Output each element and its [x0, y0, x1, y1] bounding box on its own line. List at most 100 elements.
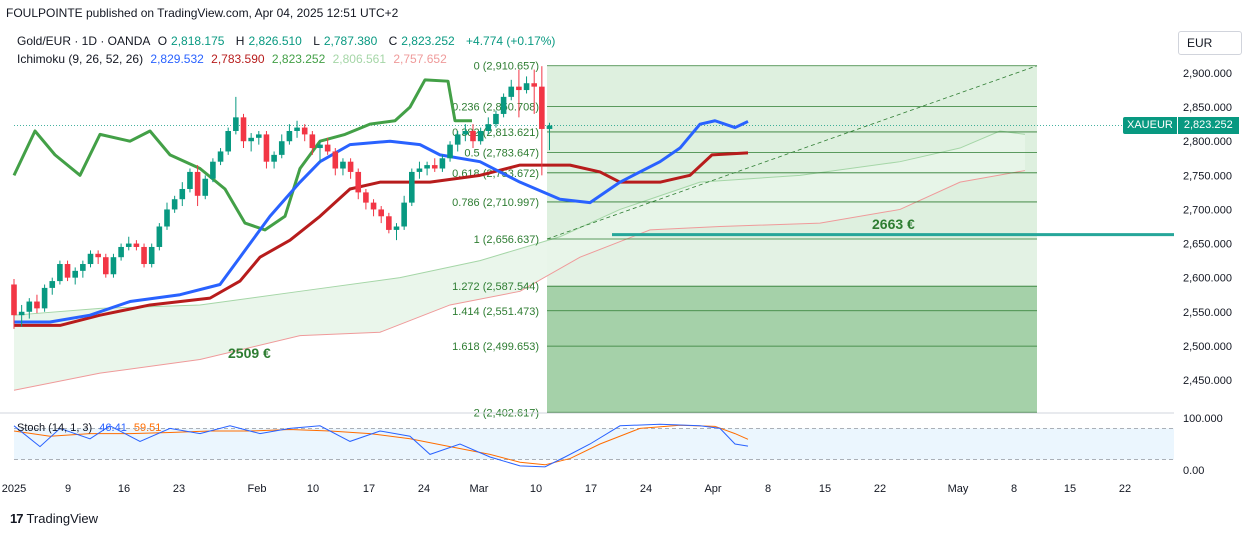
candle-body — [485, 124, 492, 131]
candle-body — [179, 188, 186, 200]
high-label: H — [235, 34, 245, 48]
candle-body — [355, 171, 362, 193]
ichimoku-label: Ichimoku (9, 26, 52, 26) — [17, 52, 144, 66]
candle-body — [57, 264, 63, 282]
candle-body — [539, 86, 545, 129]
candle-body — [248, 137, 254, 142]
low-label: L — [313, 34, 320, 48]
publisher-header: FOULPOINTE published on TradingView.com,… — [6, 6, 399, 20]
stoch-tick-label: 0.00 — [1183, 465, 1204, 477]
y-tick-label: 2,500.000 — [1183, 341, 1232, 353]
fib-levels: 0 (2,910.657) 0.236 (2,850.708) 0.382 (2,8… — [14, 61, 1174, 419]
candle-body — [324, 144, 331, 152]
candle-body — [164, 209, 170, 227]
y-tick-label: 2,900.000 — [1183, 68, 1232, 80]
stoch-d-value: 59.51 — [133, 422, 162, 434]
candle-body — [523, 83, 530, 91]
currency-button[interactable]: EUR — [1178, 31, 1242, 55]
candle-body — [317, 144, 323, 149]
stoch-legend[interactable]: Stoch (14, 1, 3) 46.41 59.51 — [17, 422, 165, 434]
ichimoku-spanA-value: 2,806.561 — [332, 52, 387, 66]
fib-label: 1.618 (2,499.653) — [452, 341, 539, 353]
fib-zone-mid — [547, 239, 1037, 287]
x-tick-label: May — [948, 483, 969, 495]
x-tick-label: 2025 — [2, 483, 26, 495]
candle-body — [110, 257, 117, 275]
candle-body — [347, 161, 354, 172]
candle-body — [546, 125, 553, 129]
candle-body — [439, 158, 446, 169]
candle-body — [301, 127, 308, 135]
x-axis: 2025 9 16 23 Feb 10 17 24 Mar 10 17 24 Apr 8 15 22 May 8 1… — [2, 483, 1131, 495]
fib-label: 1 (2,656.637) — [474, 234, 539, 246]
y-tick-label: 2,850.000 — [1183, 102, 1232, 114]
candle-body — [64, 264, 71, 278]
fib-label: 0.382 (2,813.621) — [452, 127, 539, 139]
tradingview-logo[interactable]: 17 TradingView — [10, 511, 98, 526]
candle-body — [95, 253, 101, 258]
high-value: 2,826.510 — [248, 34, 302, 48]
candle-body — [393, 226, 400, 230]
candle-body — [294, 127, 300, 131]
x-tick-label: 22 — [1119, 483, 1131, 495]
candle-body — [477, 130, 484, 142]
candle-body — [470, 130, 476, 142]
kijun-sen — [14, 151, 749, 327]
candle-body — [256, 134, 262, 138]
symbol-legend: Gold/EUR · 1D · OANDA O 2,818.175 H 2,826.… — [17, 34, 559, 48]
y-tick-label: 2,600.000 — [1183, 273, 1232, 285]
candle-body — [26, 301, 33, 312]
change-value: +4.774 (+0.17%) — [466, 34, 556, 48]
x-tick-label: Apr — [704, 483, 721, 495]
x-tick-label: 23 — [173, 483, 185, 495]
y-tick-label: 2,450.000 — [1183, 375, 1232, 387]
ichimoku-legend[interactable]: Ichimoku (9, 26, 52, 26) 2,829.532 2,783… — [17, 52, 451, 66]
x-tick-label: 24 — [418, 483, 430, 495]
ichimoku-cloud — [13, 130, 1026, 391]
candle-body — [171, 199, 178, 210]
candle-body — [141, 246, 147, 265]
candle-body — [516, 86, 522, 91]
y-axis: 2,900.000 2,850.000 2,800.000 2,750.000 2,70… — [1183, 68, 1232, 387]
close-label: C — [388, 34, 398, 48]
candle-body — [278, 141, 285, 155]
candle-body — [500, 96, 507, 114]
candle-body — [156, 226, 163, 247]
fib-label: 0 (2,910.657) — [474, 61, 539, 73]
x-tick-label: 17 — [585, 483, 597, 495]
candle-body — [148, 246, 155, 265]
x-tick-label: 17 — [363, 483, 375, 495]
candle-body — [508, 86, 515, 97]
fib-zone-lower — [547, 286, 1037, 413]
x-tick-label: 8 — [765, 483, 771, 495]
candle-body — [49, 281, 56, 288]
tenkan-sen — [14, 119, 749, 324]
candle-body — [332, 151, 339, 169]
open-label: O — [157, 34, 168, 48]
candle-body — [431, 165, 438, 169]
candle-body — [462, 130, 469, 135]
fib-zone-upper — [547, 65, 1037, 240]
candle-body — [240, 117, 247, 142]
ichimoku-kijun-value: 2,783.590 — [211, 52, 265, 66]
candle-body — [454, 134, 461, 145]
candle-body — [416, 168, 423, 172]
stoch-pane: 100.000 0.00 — [0, 412, 1223, 477]
candle-body — [18, 311, 25, 316]
candle-body — [72, 270, 78, 278]
stoch-band — [14, 428, 1174, 460]
x-tick-label: 10 — [307, 483, 319, 495]
fib-label: 0.5 (2,783.647) — [464, 147, 539, 159]
price-tag-value: 2,823.252 — [1177, 117, 1239, 134]
candle-body — [225, 130, 231, 152]
y-tick-label: 2,650.000 — [1183, 239, 1232, 251]
y-tick-label: 2,800.000 — [1183, 136, 1232, 148]
y-tick-label: 2,550.000 — [1183, 307, 1232, 319]
candle-body — [493, 113, 499, 125]
x-tick-label: 15 — [819, 483, 831, 495]
symbol-name[interactable]: Gold/EUR · 1D · OANDA — [17, 34, 151, 48]
price-tag: XAUEUR 2,823.252 — [1123, 117, 1239, 134]
fib-label: 0.618 (2,753.672) — [452, 168, 539, 180]
fib-label: 2 (2,402.617) — [474, 407, 539, 419]
